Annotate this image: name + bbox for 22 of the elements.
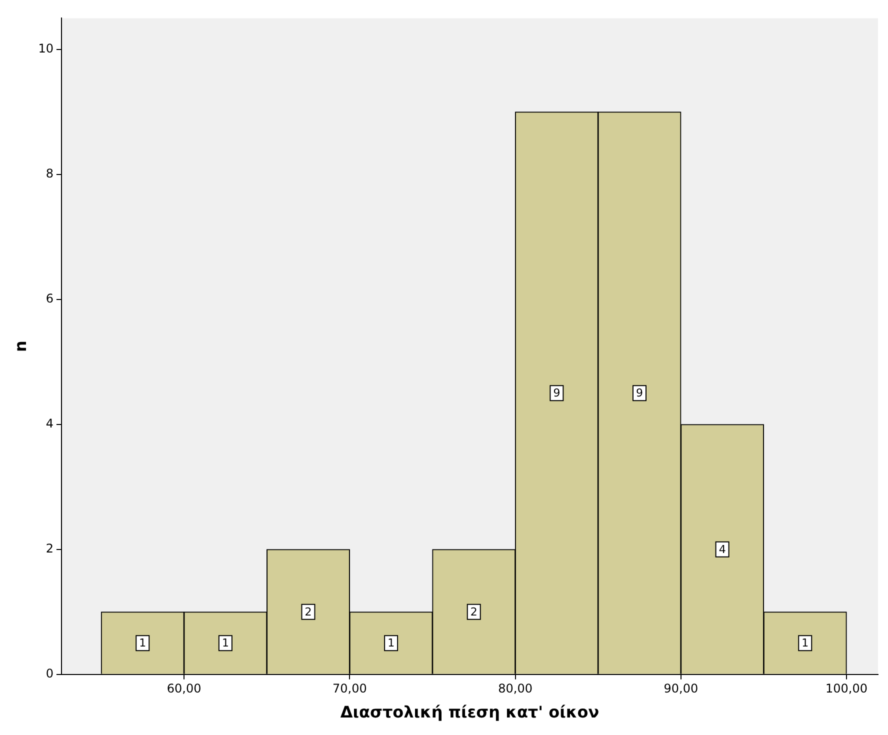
data-label: 2 [470, 605, 478, 618]
data-label: 9 [636, 386, 643, 400]
y-tick-label: 2 [46, 542, 54, 556]
data-label: 1 [802, 636, 809, 650]
y-tick-label: 8 [46, 166, 54, 181]
x-tick-label: 60,00 [166, 682, 202, 696]
y-axis-title: n [10, 340, 30, 352]
y-tick-label: 10 [38, 42, 54, 56]
y-tick-label: 0 [46, 666, 54, 681]
data-label: 9 [553, 386, 560, 400]
y-tick-label: 6 [46, 292, 54, 306]
y-tick-label: 4 [46, 416, 54, 431]
data-label: 2 [304, 605, 312, 618]
x-axis-title: Διαστολική πίεση κατ' οίκον [340, 702, 600, 722]
data-label: 1 [388, 636, 395, 650]
x-tick-label: 90,00 [664, 682, 698, 696]
x-tick-label: 70,00 [332, 682, 367, 696]
data-label: 1 [139, 636, 146, 650]
data-label: 4 [718, 542, 726, 556]
x-tick-label: 80,00 [498, 682, 532, 696]
x-tick-label: 100,00 [826, 682, 868, 696]
data-label: 1 [222, 636, 229, 650]
